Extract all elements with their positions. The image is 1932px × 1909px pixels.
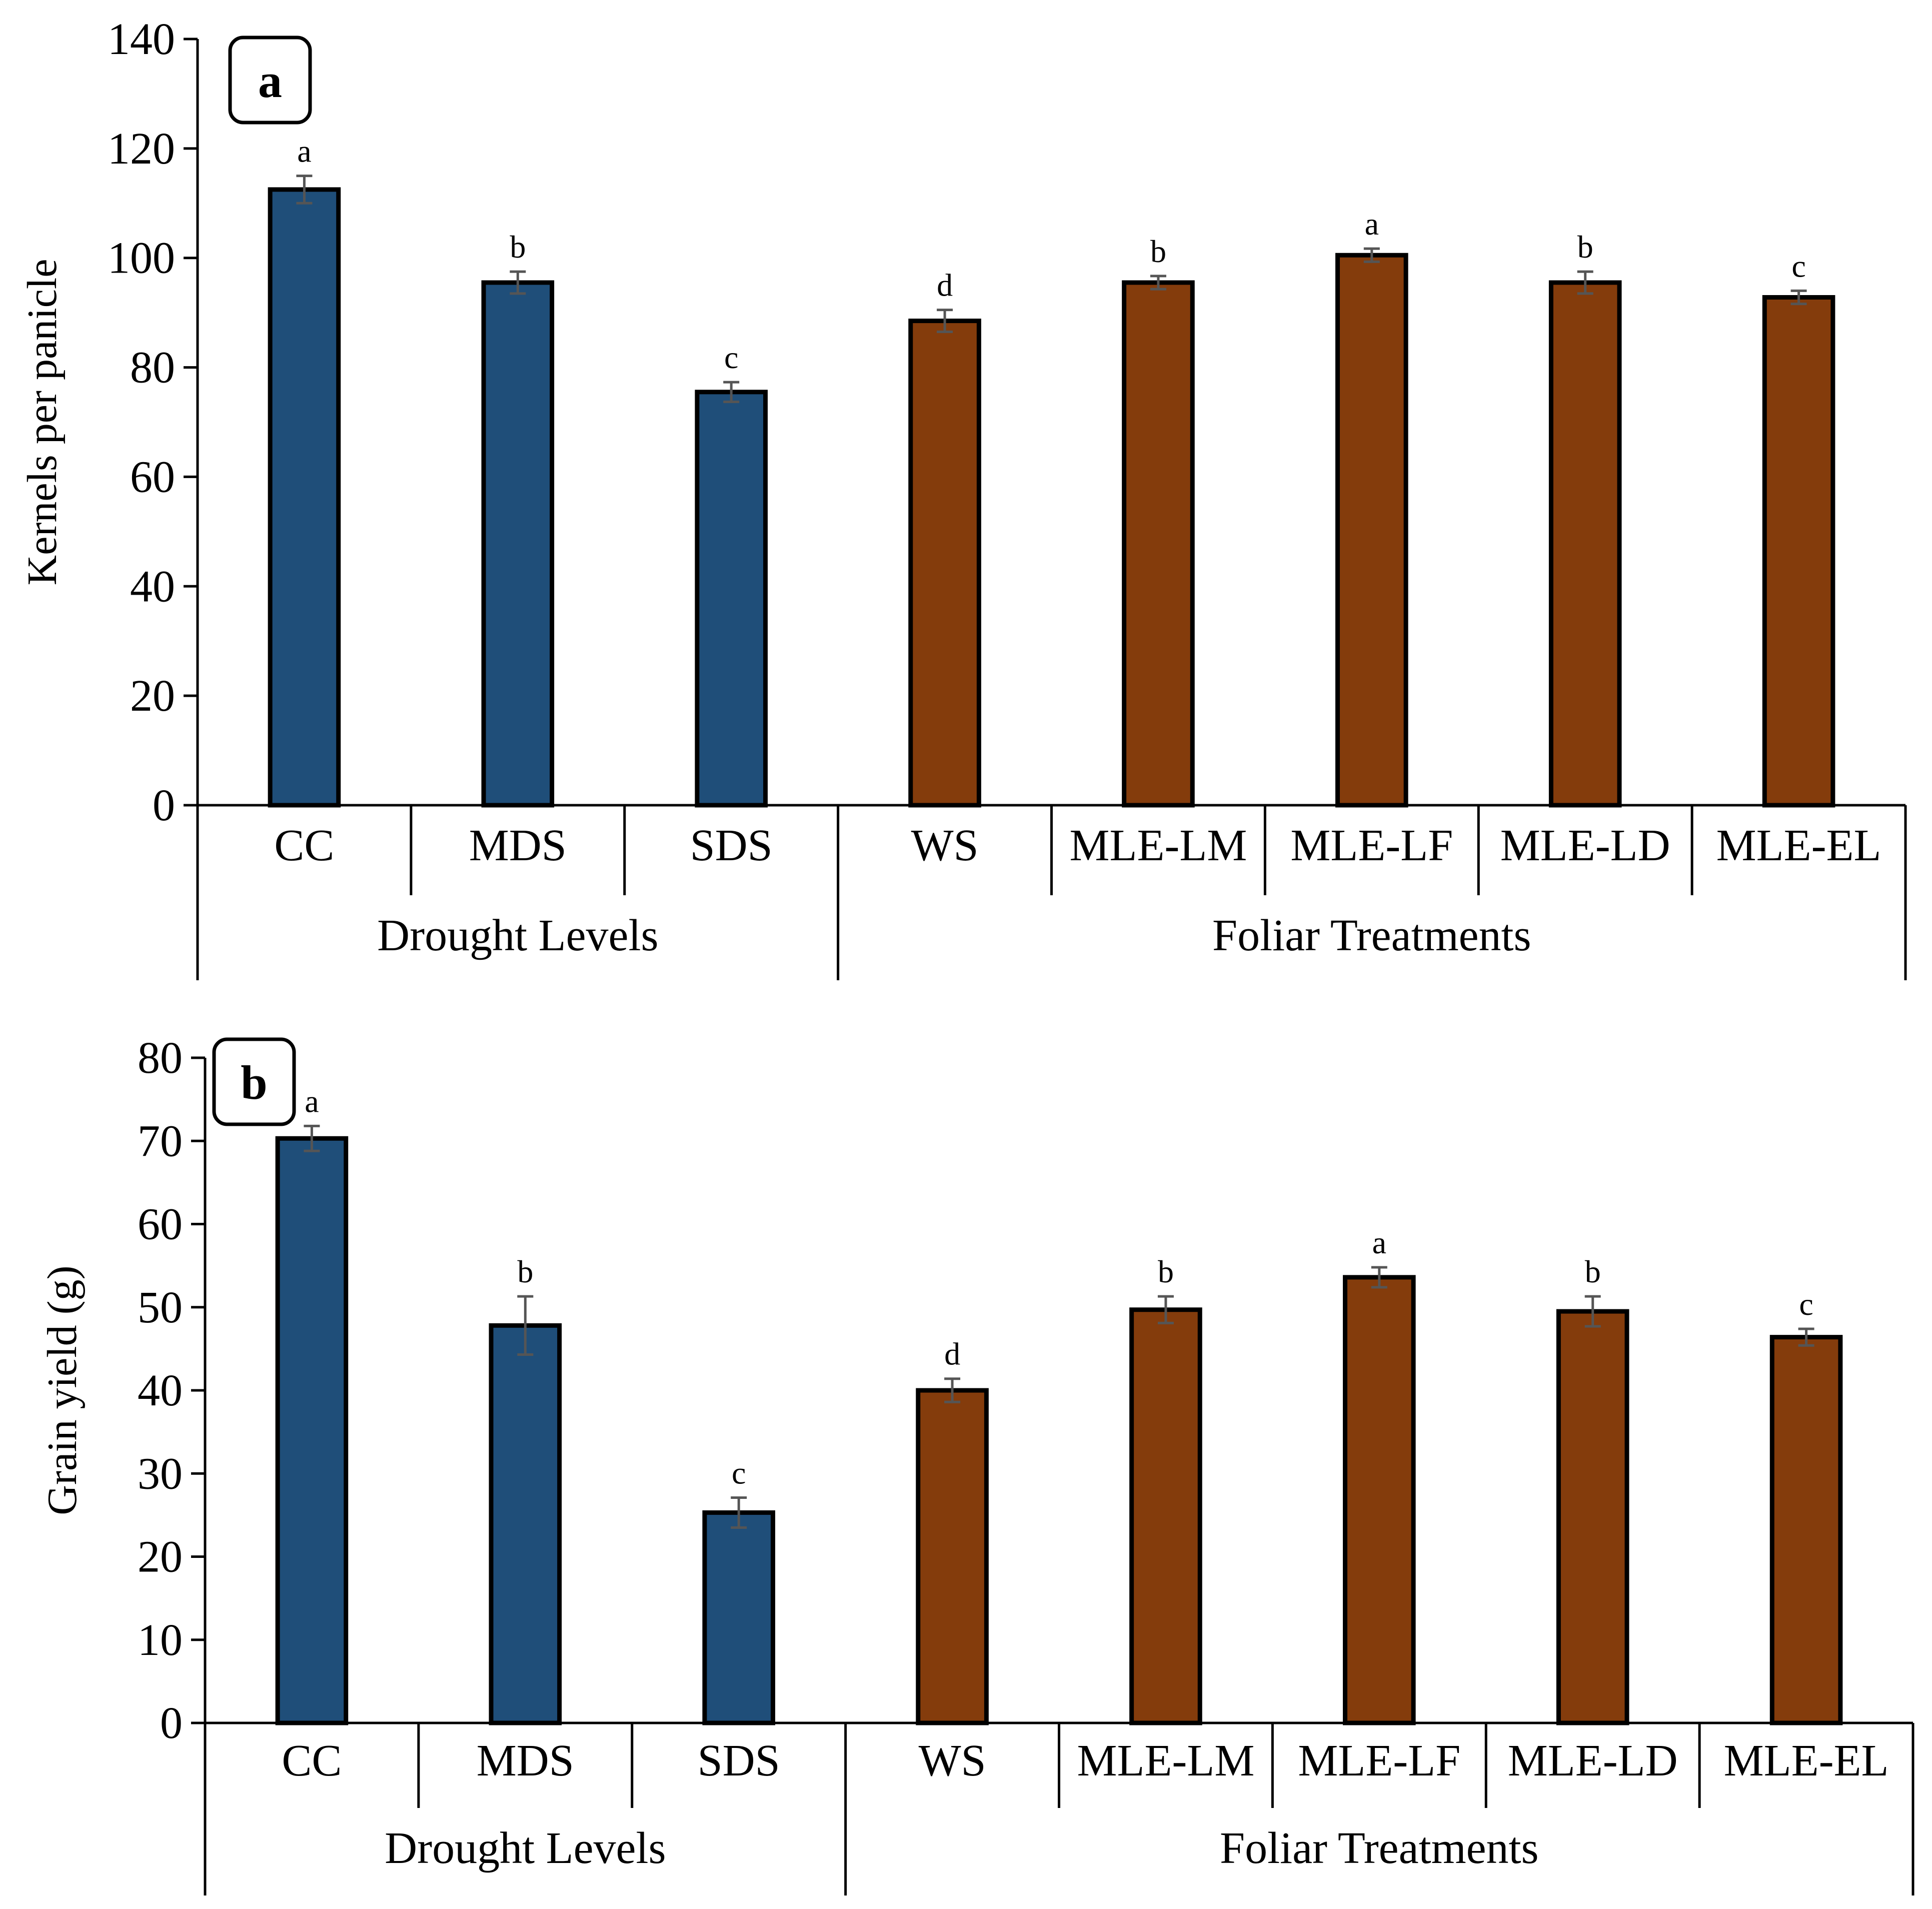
category-label-MLE-LM: MLE-LM <box>1077 1736 1254 1785</box>
y-tick-label: 30 <box>138 1449 183 1498</box>
category-label-SDS: SDS <box>690 821 773 870</box>
group-label-foliar-treatments: Foliar Treatments <box>1212 911 1531 960</box>
error-bar-MLE-LF <box>1363 247 1380 263</box>
y-tick-label: 60 <box>130 452 175 502</box>
bar-MDS <box>489 1323 562 1725</box>
bar-SDS <box>702 1510 775 1725</box>
significance-label-MLE-EL: c <box>1791 248 1805 284</box>
significance-label-MLE-LM: b <box>1158 1254 1174 1289</box>
chart-panel-b: 0 10 20 30 40 50 60 70 80 Grain yield (g) a CC b MDS c… <box>39 1033 1914 1895</box>
significance-label-MLE-LF: a <box>1365 206 1379 242</box>
category-label-MDS: MDS <box>469 821 567 870</box>
y-tick-label: 20 <box>138 1532 183 1582</box>
y-tick-label: 80 <box>130 343 175 393</box>
error-bar-WS <box>937 309 953 333</box>
significance-label-CC: a <box>305 1083 319 1119</box>
significance-label-WS: d <box>944 1336 960 1372</box>
bar-MDS <box>481 280 555 808</box>
category-label-MLE-LM: MLE-LM <box>1069 821 1247 870</box>
error-bar-MDS <box>510 270 526 295</box>
category-label-MDS: MDS <box>477 1736 574 1785</box>
significance-label-MLE-LD: b <box>1585 1254 1601 1289</box>
y-tick-label: 0 <box>160 1698 183 1748</box>
chart-panel-a: 0 20 40 60 80 100 120 140 Kernels per panicle a CC… <box>19 15 1907 980</box>
y-tick-label: 50 <box>138 1283 183 1332</box>
category-label-CC: CC <box>274 821 334 870</box>
error-bar-SDS <box>723 381 740 404</box>
bar-SDS <box>695 390 768 808</box>
group-label-foliar-treatments: Foliar Treatments <box>1220 1823 1539 1873</box>
category-label-WS: WS <box>911 821 979 870</box>
significance-label-MDS: b <box>517 1254 533 1289</box>
error-bar-MLE-LM <box>1150 275 1166 291</box>
error-bar-SDS <box>731 1496 747 1529</box>
significance-label-CC: a <box>297 134 311 169</box>
error-bar-WS <box>944 1377 961 1403</box>
error-bar-MLE-LF <box>1371 1266 1387 1289</box>
bar-MLE-LD <box>1556 1309 1629 1725</box>
panel-label-box <box>212 1037 296 1126</box>
bar-CC <box>268 187 341 808</box>
bar-WS <box>916 1388 989 1725</box>
y-tick-label: 70 <box>138 1116 183 1166</box>
error-bar-MLE-EL <box>1798 1327 1814 1347</box>
category-label-CC: CC <box>282 1736 342 1785</box>
y-tick-label: 40 <box>130 562 175 611</box>
significance-label-WS: d <box>937 268 953 303</box>
error-bar-MLE-EL <box>1790 289 1807 306</box>
significance-label-MLE-LD: b <box>1577 229 1593 265</box>
y-tick-label: 40 <box>138 1366 183 1415</box>
y-tick-label: 60 <box>138 1200 183 1249</box>
bar-WS <box>908 319 981 808</box>
y-tick-label: 0 <box>153 781 175 830</box>
bar-MLE-LF <box>1343 1275 1416 1725</box>
y-tick-label: 80 <box>138 1033 183 1083</box>
error-bar-MLE-LM <box>1157 1295 1174 1324</box>
category-label-SDS: SDS <box>698 1736 780 1785</box>
y-tick-label: 140 <box>108 15 175 64</box>
group-label-drought-levels: Drought Levels <box>377 911 658 960</box>
significance-label-SDS: c <box>724 340 738 375</box>
error-bar-CC <box>296 175 313 205</box>
panel-label-box <box>228 36 312 125</box>
category-label-MLE-LF: MLE-LF <box>1298 1736 1460 1785</box>
panel-label: b <box>241 1056 267 1109</box>
error-bar-MLE-LD <box>1577 270 1593 295</box>
significance-label-MLE-LM: b <box>1150 234 1166 269</box>
bar-MLE-LM <box>1129 1307 1202 1725</box>
category-label-MLE-LD: MLE-LD <box>1500 821 1670 870</box>
y-axis-title: Grain yield (g) <box>39 1265 86 1515</box>
bar-MLE-LF <box>1335 253 1408 808</box>
error-bar-CC <box>304 1124 320 1152</box>
y-tick-label: 100 <box>108 234 175 283</box>
group-label-drought-levels: Drought Levels <box>385 1823 666 1873</box>
significance-label-MLE-EL: c <box>1799 1286 1813 1322</box>
y-tick-label: 20 <box>130 671 175 721</box>
y-axis-title: Kernels per panicle <box>19 259 66 585</box>
category-label-MLE-EL: MLE-EL <box>1724 1736 1889 1785</box>
y-tick-label: 10 <box>138 1615 183 1665</box>
y-tick-label: 120 <box>108 124 175 174</box>
error-bar-MLE-LD <box>1584 1295 1601 1328</box>
bar-MLE-LM <box>1122 280 1195 808</box>
bar-MLE-EL <box>1769 1335 1843 1725</box>
error-bar-MDS <box>517 1295 534 1356</box>
significance-label-MDS: b <box>510 229 526 265</box>
bar-MLE-EL <box>1762 295 1835 808</box>
bar-MLE-LD <box>1548 280 1622 808</box>
category-label-WS: WS <box>919 1736 986 1785</box>
category-label-MLE-LF: MLE-LF <box>1290 821 1453 870</box>
significance-label-SDS: c <box>732 1455 746 1490</box>
significance-label-MLE-LF: a <box>1372 1225 1386 1260</box>
panel-label: a <box>258 54 282 108</box>
category-label-MLE-LD: MLE-LD <box>1508 1736 1678 1785</box>
bar-CC <box>275 1136 349 1725</box>
category-label-MLE-EL: MLE-EL <box>1716 821 1881 870</box>
